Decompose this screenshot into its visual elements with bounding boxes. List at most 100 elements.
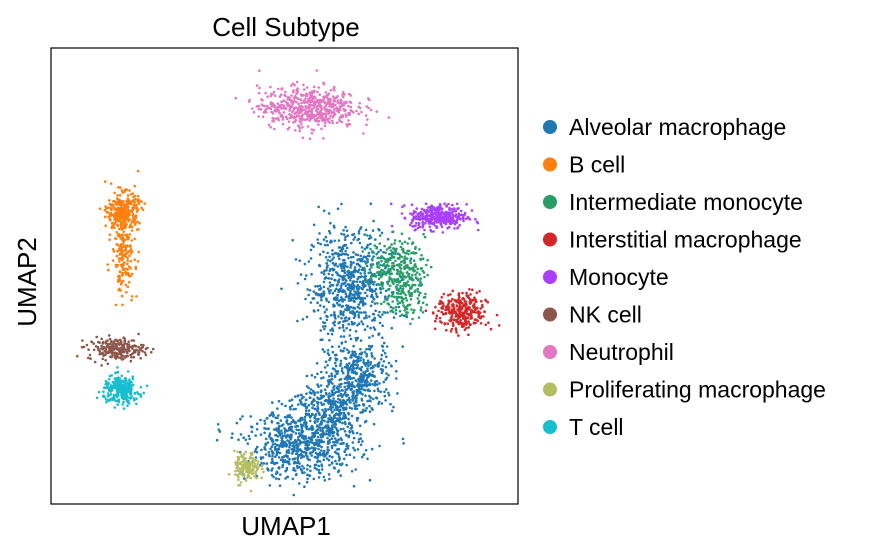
data-point	[350, 320, 354, 324]
data-point	[365, 348, 368, 351]
data-point	[139, 386, 143, 389]
data-point	[301, 318, 305, 321]
data-point	[330, 105, 334, 109]
data-point	[361, 304, 365, 307]
data-point	[417, 290, 420, 294]
data-point	[394, 251, 397, 254]
data-point	[391, 292, 395, 296]
data-point	[335, 372, 339, 375]
data-point	[316, 116, 320, 120]
data-point	[439, 320, 442, 323]
data-point	[290, 94, 293, 97]
data-point	[292, 466, 296, 470]
data-point	[347, 104, 350, 108]
data-point	[355, 280, 359, 284]
data-point	[331, 249, 334, 252]
data-point	[465, 309, 468, 313]
data-point	[340, 232, 343, 236]
data-point	[127, 340, 130, 344]
data-point	[126, 256, 129, 260]
data-point	[342, 398, 345, 402]
data-point	[357, 232, 361, 235]
data-point	[300, 122, 303, 126]
data-point	[106, 211, 110, 214]
data-point	[294, 432, 298, 435]
data-point	[104, 342, 108, 345]
data-point	[457, 334, 460, 337]
data-point	[335, 353, 338, 357]
data-point	[348, 453, 352, 457]
data-point	[333, 278, 336, 282]
data-point	[430, 209, 434, 213]
data-point	[475, 311, 478, 314]
data-point	[365, 316, 368, 319]
data-point	[487, 321, 490, 325]
data-point	[389, 402, 392, 406]
data-point	[137, 353, 140, 357]
data-point	[276, 450, 280, 454]
data-point	[315, 424, 319, 427]
legend-item: Intermediate monocyte	[543, 189, 803, 215]
data-point	[416, 212, 420, 216]
data-point	[125, 273, 128, 276]
data-point	[342, 335, 346, 338]
data-point	[360, 320, 363, 323]
data-point	[379, 367, 383, 371]
data-point	[394, 259, 397, 263]
data-point	[406, 280, 410, 283]
data-point	[383, 244, 386, 248]
data-point	[277, 414, 280, 417]
data-point	[128, 226, 131, 229]
data-point	[468, 288, 471, 291]
data-point	[362, 132, 365, 135]
data-point	[293, 395, 297, 398]
data-point	[387, 374, 390, 377]
data-point	[332, 466, 336, 469]
data-point	[342, 103, 346, 107]
data-point	[327, 212, 331, 215]
data-point	[305, 94, 309, 98]
data-point	[444, 311, 448, 315]
data-point	[421, 225, 425, 229]
data-point	[372, 422, 376, 426]
data-point	[317, 86, 321, 89]
data-point	[134, 265, 138, 269]
data-point	[123, 397, 127, 401]
legend-marker	[543, 232, 557, 247]
data-point	[336, 441, 339, 444]
data-point	[136, 169, 140, 173]
data-point	[334, 400, 338, 403]
data-point	[342, 411, 346, 415]
data-point	[391, 230, 395, 233]
data-point	[324, 255, 328, 259]
data-point	[321, 434, 325, 437]
data-point	[260, 98, 263, 101]
data-point	[116, 339, 119, 342]
data-point	[340, 296, 343, 299]
data-point	[360, 376, 364, 379]
data-point	[333, 289, 337, 293]
data-point	[332, 386, 335, 389]
data-point	[429, 218, 433, 222]
data-point	[361, 296, 364, 300]
data-point	[335, 404, 339, 408]
data-point	[409, 287, 412, 291]
data-point	[358, 424, 362, 428]
data-point	[387, 361, 391, 365]
data-point	[270, 449, 274, 453]
data-point	[306, 110, 310, 113]
data-point	[117, 356, 120, 359]
data-point	[337, 397, 340, 401]
data-point	[405, 251, 408, 255]
data-point	[399, 260, 403, 264]
data-point	[388, 252, 391, 256]
data-point	[369, 242, 372, 246]
data-point	[455, 331, 458, 334]
data-point	[104, 205, 107, 208]
data-point	[352, 376, 356, 380]
data-point	[328, 255, 331, 259]
data-point	[333, 320, 337, 324]
data-point	[278, 111, 282, 115]
data-point	[425, 303, 429, 307]
data-point	[311, 297, 315, 300]
